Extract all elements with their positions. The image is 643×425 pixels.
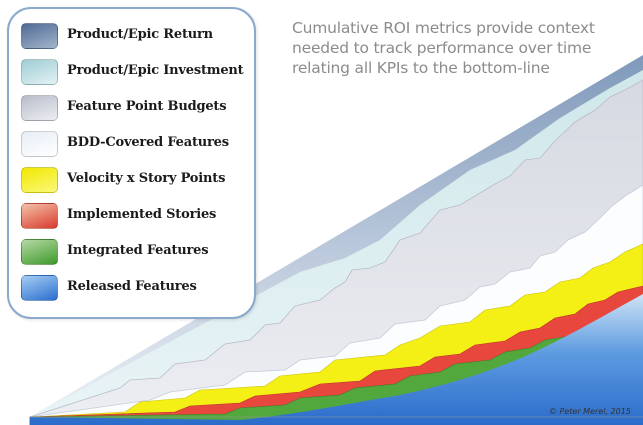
legend-panel: Product/Epic Return Product/Epic Investm…: [7, 7, 256, 319]
swatch-white-icon: [21, 131, 58, 157]
swatch-slate-blue-icon: [21, 23, 58, 49]
legend-item-bdd-covered-features: BDD-Covered Features: [21, 129, 255, 159]
swatch-light-gray-icon: [21, 95, 58, 121]
legend-item-velocity-story-points: Velocity x Story Points: [21, 165, 255, 195]
swatch-blue-icon: [21, 275, 58, 301]
released-features-area: [30, 294, 643, 425]
legend-label: BDD-Covered Features: [67, 135, 229, 150]
caption-line: needed to track performance over time: [292, 39, 592, 57]
legend-item-product-epic-return: Product/Epic Return: [21, 21, 255, 51]
caption-line: Cumulative ROI metrics provide context: [292, 19, 595, 37]
swatch-pale-teal-icon: [21, 59, 58, 85]
swatch-yellow-icon: [21, 167, 58, 193]
legend-label: Integrated Features: [67, 243, 209, 258]
legend-label: Velocity x Story Points: [67, 171, 226, 186]
legend-item-product-epic-investment: Product/Epic Investment: [21, 57, 255, 87]
legend-item-integrated-features: Integrated Features: [21, 237, 255, 267]
caption-line: relating all KPIs to the bottom-line: [292, 59, 550, 77]
legend-item-released-features: Released Features: [21, 273, 255, 303]
legend-label: Product/Epic Return: [67, 27, 213, 42]
legend-item-feature-point-budgets: Feature Point Budgets: [21, 93, 255, 123]
legend-label: Implemented Stories: [67, 207, 217, 222]
copyright-credit: © Peter Merel, 2015: [549, 407, 631, 416]
legend-label: Released Features: [67, 279, 197, 294]
legend-label: Feature Point Budgets: [67, 99, 227, 114]
swatch-red-icon: [21, 203, 58, 229]
swatch-green-icon: [21, 239, 58, 265]
legend-label: Product/Epic Investment: [67, 63, 244, 78]
legend-item-implemented-stories: Implemented Stories: [21, 201, 255, 231]
chart-caption: Cumulative ROI metrics provide context n…: [292, 18, 637, 78]
